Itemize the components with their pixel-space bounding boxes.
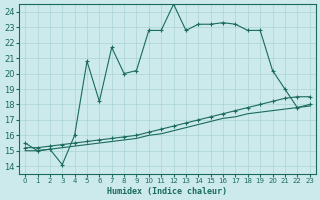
X-axis label: Humidex (Indice chaleur): Humidex (Indice chaleur) — [108, 187, 228, 196]
